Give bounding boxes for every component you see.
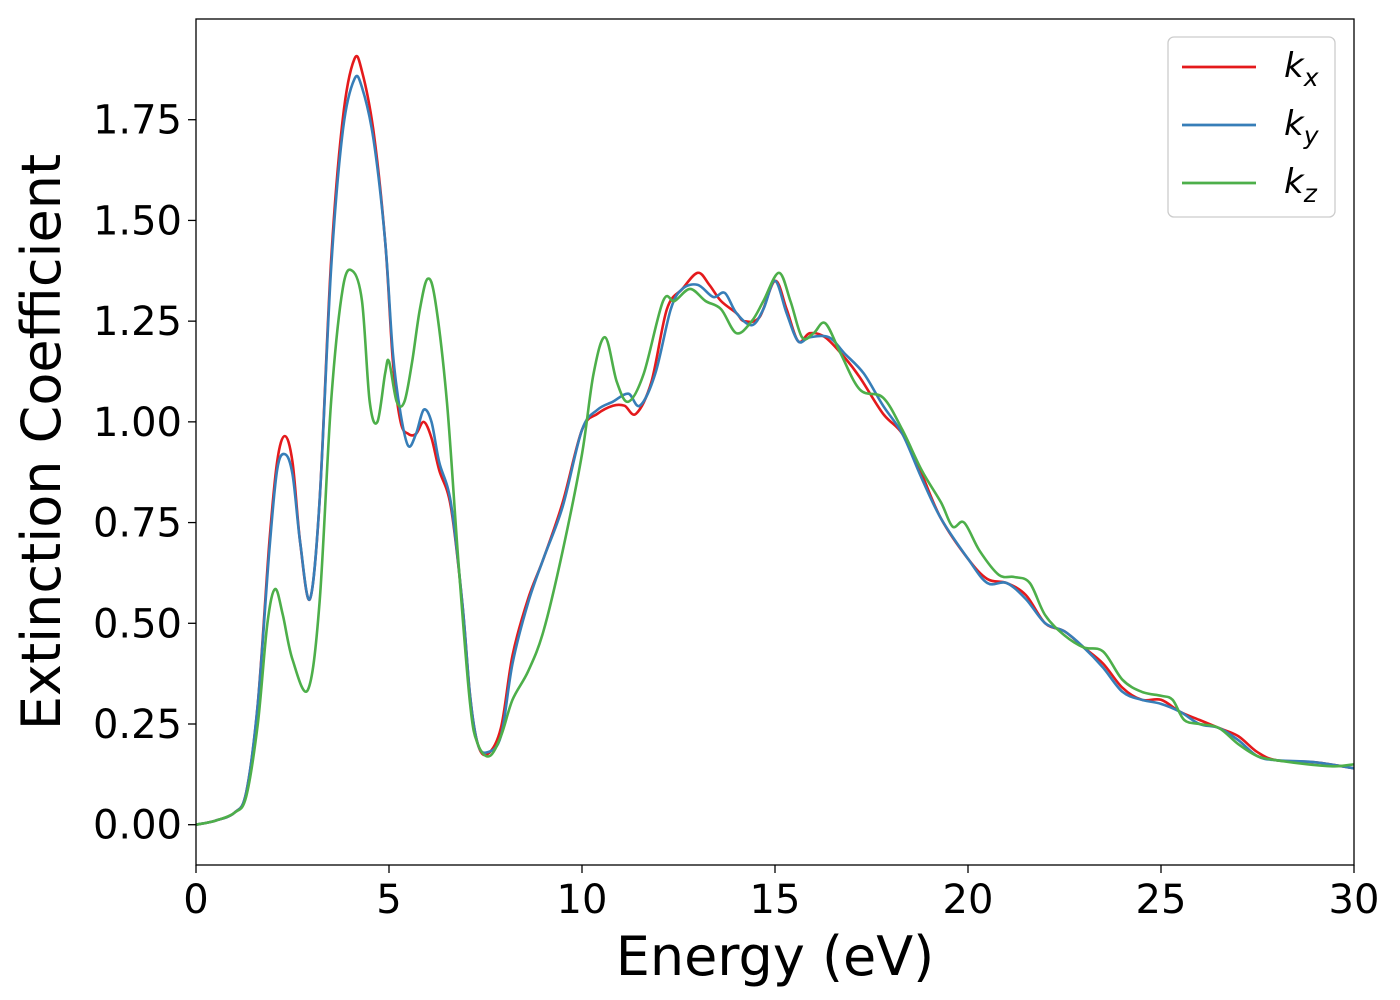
x-tick-label: 5 [376, 877, 401, 923]
legend-box [1167, 36, 1336, 218]
series-line-kz [195, 268, 1355, 826]
x-axis: 0 5 10 15 20 25 30 [183, 865, 1379, 923]
x-tick-label: 0 [183, 877, 208, 923]
y-axis-title: Extinction Coefficient [10, 154, 73, 730]
legend-label-kx: kx [1284, 46, 1319, 92]
y-tick-label: 1.75 [93, 98, 182, 144]
x-tick-label: 30 [1329, 877, 1380, 923]
y-tick-label: 1.50 [93, 198, 182, 244]
series-layer [195, 54, 1355, 826]
y-tick-label: 1.25 [93, 299, 182, 345]
legend: kx ky kz [1167, 36, 1336, 218]
x-axis-title: Energy (eV) [616, 925, 935, 988]
series-line-ky [195, 74, 1355, 826]
y-tick-label: 1.00 [93, 400, 182, 446]
y-axis: 0.00 0.25 0.50 0.75 1.00 1.25 1.50 1.75 [93, 98, 196, 849]
y-tick-label: 0.00 [93, 803, 182, 849]
x-tick-label: 20 [943, 877, 994, 923]
legend-label-kz: kz [1284, 162, 1318, 208]
x-tick-label: 25 [1136, 877, 1187, 923]
x-tick-label: 10 [557, 877, 608, 923]
y-tick-label: 0.25 [93, 702, 182, 748]
y-tick-label: 0.75 [93, 501, 182, 547]
y-tick-label: 0.50 [93, 601, 182, 647]
legend-label-ky: ky [1284, 104, 1320, 150]
x-tick-label: 15 [750, 877, 801, 923]
